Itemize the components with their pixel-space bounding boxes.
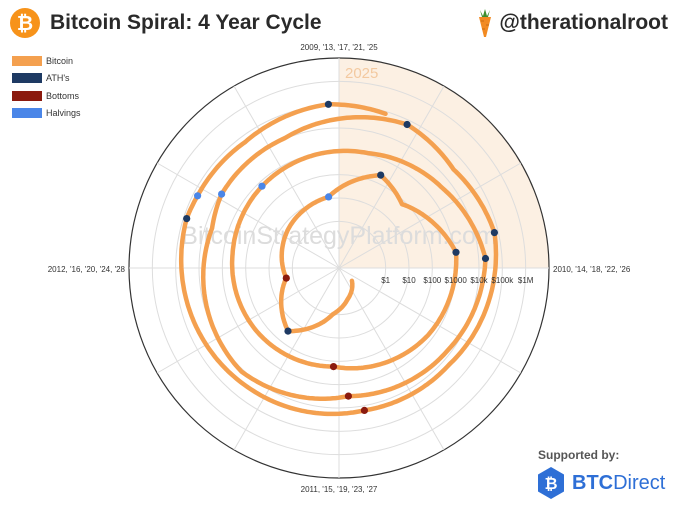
legend-swatch: [12, 73, 42, 84]
btcdirect-logo-icon: ₿: [538, 467, 564, 499]
ath-point: [481, 254, 490, 263]
btcdirect-brand: ₿ BTCDirect: [536, 466, 665, 500]
radial-tick-label: $1: [381, 276, 390, 285]
ath-point: [324, 100, 332, 108]
legend-swatch: [12, 90, 42, 101]
halving-point: [325, 193, 333, 201]
grid-spoke: [338, 267, 522, 374]
halving-point: [258, 182, 266, 190]
grid-spoke: [338, 162, 522, 269]
bitcoin-logo-icon: ₿: [10, 8, 40, 38]
legend-swatch: [12, 55, 42, 66]
grid-spoke: [338, 85, 445, 269]
legend-label: Bitcoin: [46, 55, 74, 66]
ath-point: [452, 248, 460, 256]
legend-label: ATH's: [46, 73, 70, 84]
legend: Bitcoin ATH's Bottoms Halvings: [12, 52, 81, 122]
svg-text:₿: ₿: [544, 474, 557, 493]
legend-item: ATH's: [12, 70, 81, 88]
author-handle: @therationalroot: [499, 11, 668, 34]
grid-spoke: [233, 267, 340, 451]
halving-point: [218, 190, 226, 198]
carrot-icon: [479, 9, 492, 37]
highlight-quadrant: [339, 58, 549, 268]
btcdirect-wordmark: BTCDirect: [572, 471, 666, 494]
bottom-point: [329, 363, 338, 371]
highlight-year-label: 2025: [345, 65, 378, 82]
angular-tick-label: 2011, '15, '19, '23, '27: [301, 485, 378, 494]
legend-label: Halvings: [46, 108, 81, 119]
supported-by-label: Supported by:: [538, 448, 620, 462]
angular-tick-label: 2009, '13, '17, '21, '25: [300, 43, 378, 52]
angular-tick-label: 2010, '14, '18, '22, '26: [553, 265, 631, 274]
legend-label: Bottoms: [46, 90, 80, 101]
ath-point: [284, 327, 292, 335]
radial-tick-label: $100: [423, 276, 441, 285]
bottom-point: [282, 274, 290, 282]
grid-spoke: [156, 162, 340, 269]
legend-item: Bottoms: [12, 87, 81, 105]
legend-swatch: [12, 108, 42, 119]
radial-tick-label: $100k: [491, 276, 514, 285]
radial-tick-label: $10: [402, 276, 416, 285]
header: ₿ Bitcoin Spiral: 4 Year Cycle: [10, 8, 322, 38]
radial-tick-label: $1M: [518, 276, 534, 285]
bottom-point: [360, 406, 368, 414]
chart-title: Bitcoin Spiral: 4 Year Cycle: [50, 11, 322, 34]
bottom-point: [344, 392, 352, 400]
legend-item: Halvings: [12, 105, 81, 123]
ath-point: [183, 215, 191, 223]
radial-tick-label: $1000: [445, 276, 468, 285]
halving-point: [194, 192, 202, 200]
author-handle-group: @therationalroot: [475, 8, 668, 38]
ath-point: [490, 229, 498, 237]
legend-item: Bitcoin: [12, 52, 81, 70]
grid-spoke: [233, 85, 340, 269]
ath-point: [403, 120, 411, 129]
bitcoin-price-line: [178, 102, 499, 417]
radial-tick-label: $10k: [470, 276, 488, 285]
ath-point: [377, 171, 385, 179]
angular-tick-label: 2012, '16, '20, '24, '28: [48, 265, 126, 274]
